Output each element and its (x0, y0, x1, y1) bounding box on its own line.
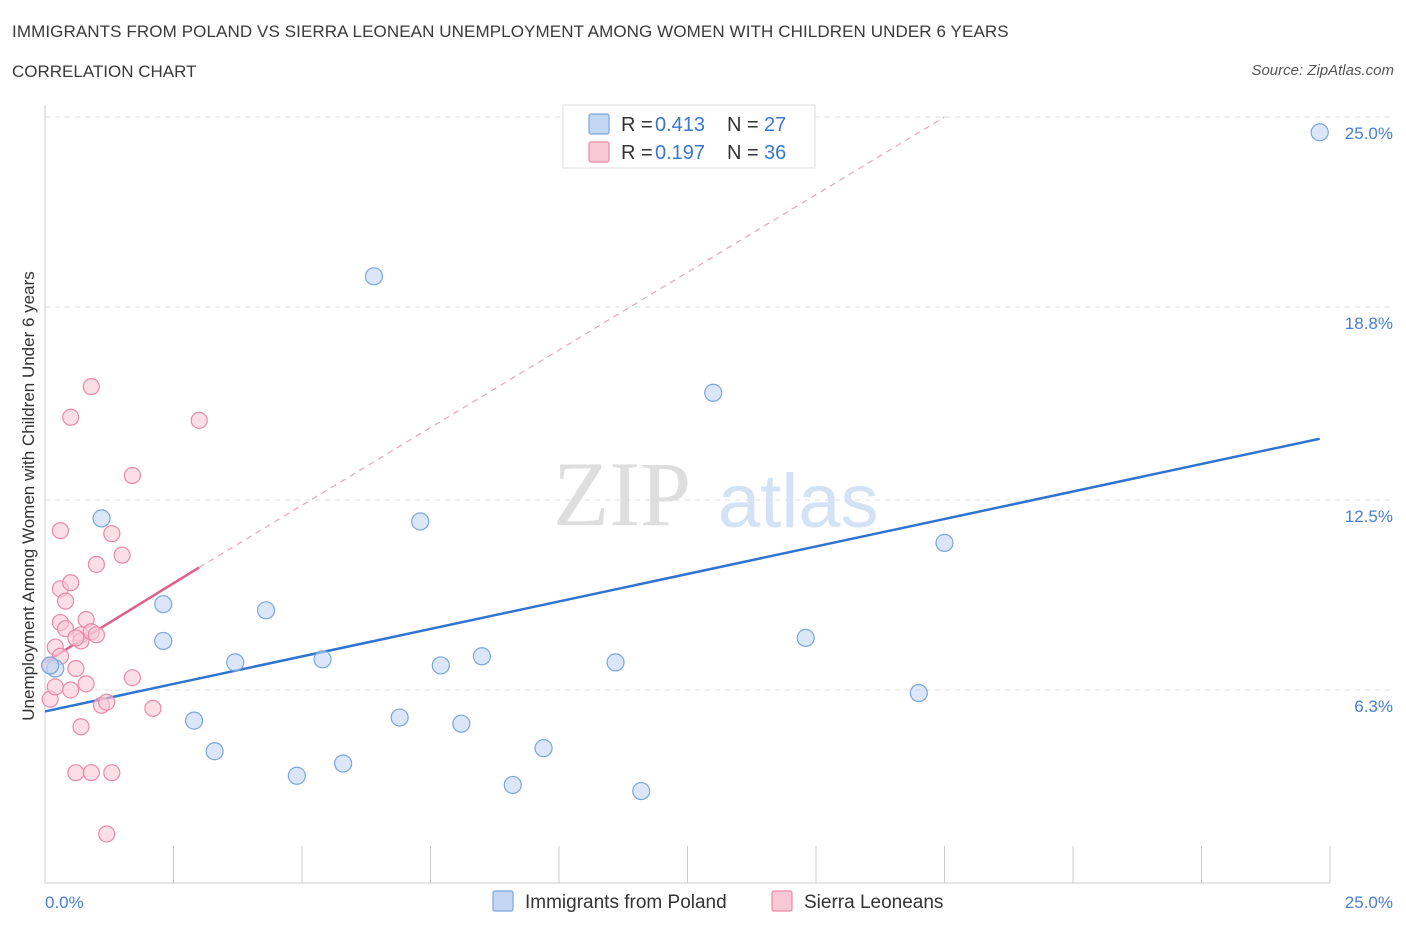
point-sierra (67, 629, 85, 647)
x-tick-label-start: 0.0% (45, 893, 84, 912)
y-tick-label: 6.3% (1354, 697, 1393, 716)
trend-line-poland (44, 437, 1320, 713)
point-sierra (98, 693, 116, 711)
trend-lines (44, 116, 1320, 713)
chart-subtitle: CORRELATION CHART (12, 62, 197, 81)
legend-r-label-poland: R = (621, 114, 653, 136)
correlation-legend: R = 0.413 N = 27 R = 0.197 N = 36 (562, 104, 816, 169)
series-legend-swatch-sierra (771, 890, 793, 912)
point-sierra (77, 675, 95, 693)
axes (44, 105, 1331, 884)
point-poland (632, 781, 651, 801)
point-poland (184, 711, 204, 730)
legend-n-label-sierra: N = (727, 142, 759, 164)
series-legend: Immigrants from Poland Sierra Leoneans (492, 890, 943, 913)
point-poland (534, 739, 553, 758)
point-sierra (51, 522, 70, 540)
y-tick-label: 25.0% (1345, 124, 1393, 143)
y-tick-label: 18.8% (1345, 314, 1393, 333)
point-poland (256, 601, 276, 620)
legend-swatch-poland (588, 113, 610, 135)
point-sierra (56, 592, 75, 610)
point-poland (41, 656, 60, 675)
point-poland (334, 754, 353, 773)
point-poland (154, 631, 173, 651)
point-sierra (144, 699, 162, 717)
point-poland (1310, 123, 1329, 142)
data-points (41, 123, 1329, 843)
point-poland (411, 512, 430, 531)
series-legend-label-poland: Immigrants from Poland (525, 892, 727, 913)
point-poland (154, 595, 173, 614)
series-legend-swatch-poland (492, 890, 514, 912)
legend-r-value-sierra: 0.197 (655, 142, 705, 164)
series-legend-label-sierra: Sierra Leoneans (804, 892, 943, 913)
point-sierra (72, 718, 90, 736)
point-poland (935, 533, 954, 552)
point-sierra (103, 764, 121, 782)
legend-r-value-poland: 0.413 (655, 114, 705, 136)
gridlines (45, 116, 1393, 691)
point-poland (364, 267, 384, 286)
y-axis-title: Unemployment Among Women with Children U… (19, 271, 38, 720)
point-sierra (67, 659, 85, 678)
point-sierra (62, 574, 80, 592)
point-sierra (123, 669, 141, 687)
point-poland (704, 383, 723, 402)
y-tick-labels: 6.3% 12.5% 18.8% 25.0% (1345, 124, 1393, 716)
point-sierra (62, 681, 80, 699)
point-poland (287, 766, 306, 785)
point-sierra (123, 466, 141, 485)
legend-n-label-poland: N = (727, 114, 759, 136)
point-poland (226, 653, 245, 672)
legend-n-value-sierra: 36 (764, 142, 786, 164)
point-sierra (87, 555, 106, 573)
point-sierra (98, 825, 116, 843)
chart-title: IMMIGRANTS FROM POLAND VS SIERRA LEONEAN… (12, 22, 1009, 41)
point-sierra (82, 764, 100, 782)
point-poland (909, 683, 928, 703)
point-sierra (113, 546, 131, 564)
point-poland (796, 628, 815, 647)
point-poland (472, 647, 491, 666)
watermark: ZIP atlas (553, 443, 879, 545)
x-tick-label-end: 25.0% (1345, 893, 1393, 912)
legend-r-label-sierra: R = (621, 142, 653, 164)
point-poland (205, 742, 224, 761)
legend-swatch-sierra (588, 141, 610, 163)
point-sierra (190, 411, 208, 429)
point-sierra (87, 626, 106, 644)
point-poland (92, 509, 111, 528)
point-sierra (103, 525, 121, 543)
point-poland (431, 656, 450, 675)
point-sierra (46, 678, 64, 696)
y-tick-label: 12.5% (1345, 507, 1393, 526)
point-poland (503, 775, 522, 795)
watermark-zip: ZIP (553, 443, 691, 545)
point-sierra (67, 764, 85, 782)
trend-line-sierra (44, 566, 200, 664)
legend-n-value-poland: 27 (764, 114, 786, 136)
point-poland (313, 650, 332, 669)
point-poland (606, 653, 625, 672)
watermark-atlas: atlas (718, 459, 879, 544)
point-sierra (82, 378, 100, 396)
source-credit: Source: ZipAtlas.com (1251, 62, 1394, 79)
point-sierra (62, 408, 80, 426)
trend-extension-sierra (198, 116, 945, 568)
point-poland (452, 714, 471, 733)
point-poland (390, 708, 409, 727)
